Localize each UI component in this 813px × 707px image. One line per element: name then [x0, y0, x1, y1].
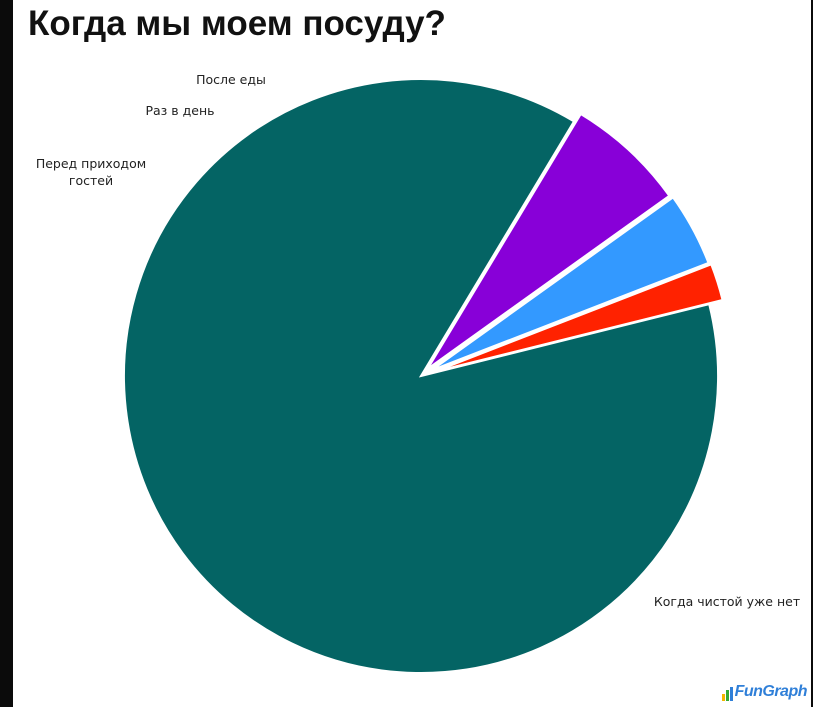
slice-label: Раз в день [145, 103, 214, 118]
slice-label: Перед приходом гостей [36, 156, 146, 188]
chart-title: Когда мы моем посуду? [28, 4, 446, 43]
fungraph-logo: FunGraph [721, 683, 808, 701]
pie-slice [123, 78, 719, 674]
pie-slice [433, 263, 724, 373]
left-border [0, 0, 13, 707]
logo-bars-icon [721, 687, 733, 701]
right-border [811, 0, 813, 707]
pie-slice [426, 112, 671, 370]
logo-text: FunGraph [734, 683, 808, 700]
slice-label: После еды [196, 72, 266, 87]
slice-label: Когда чистой уже нет [654, 594, 800, 609]
pie-slice [430, 196, 710, 372]
